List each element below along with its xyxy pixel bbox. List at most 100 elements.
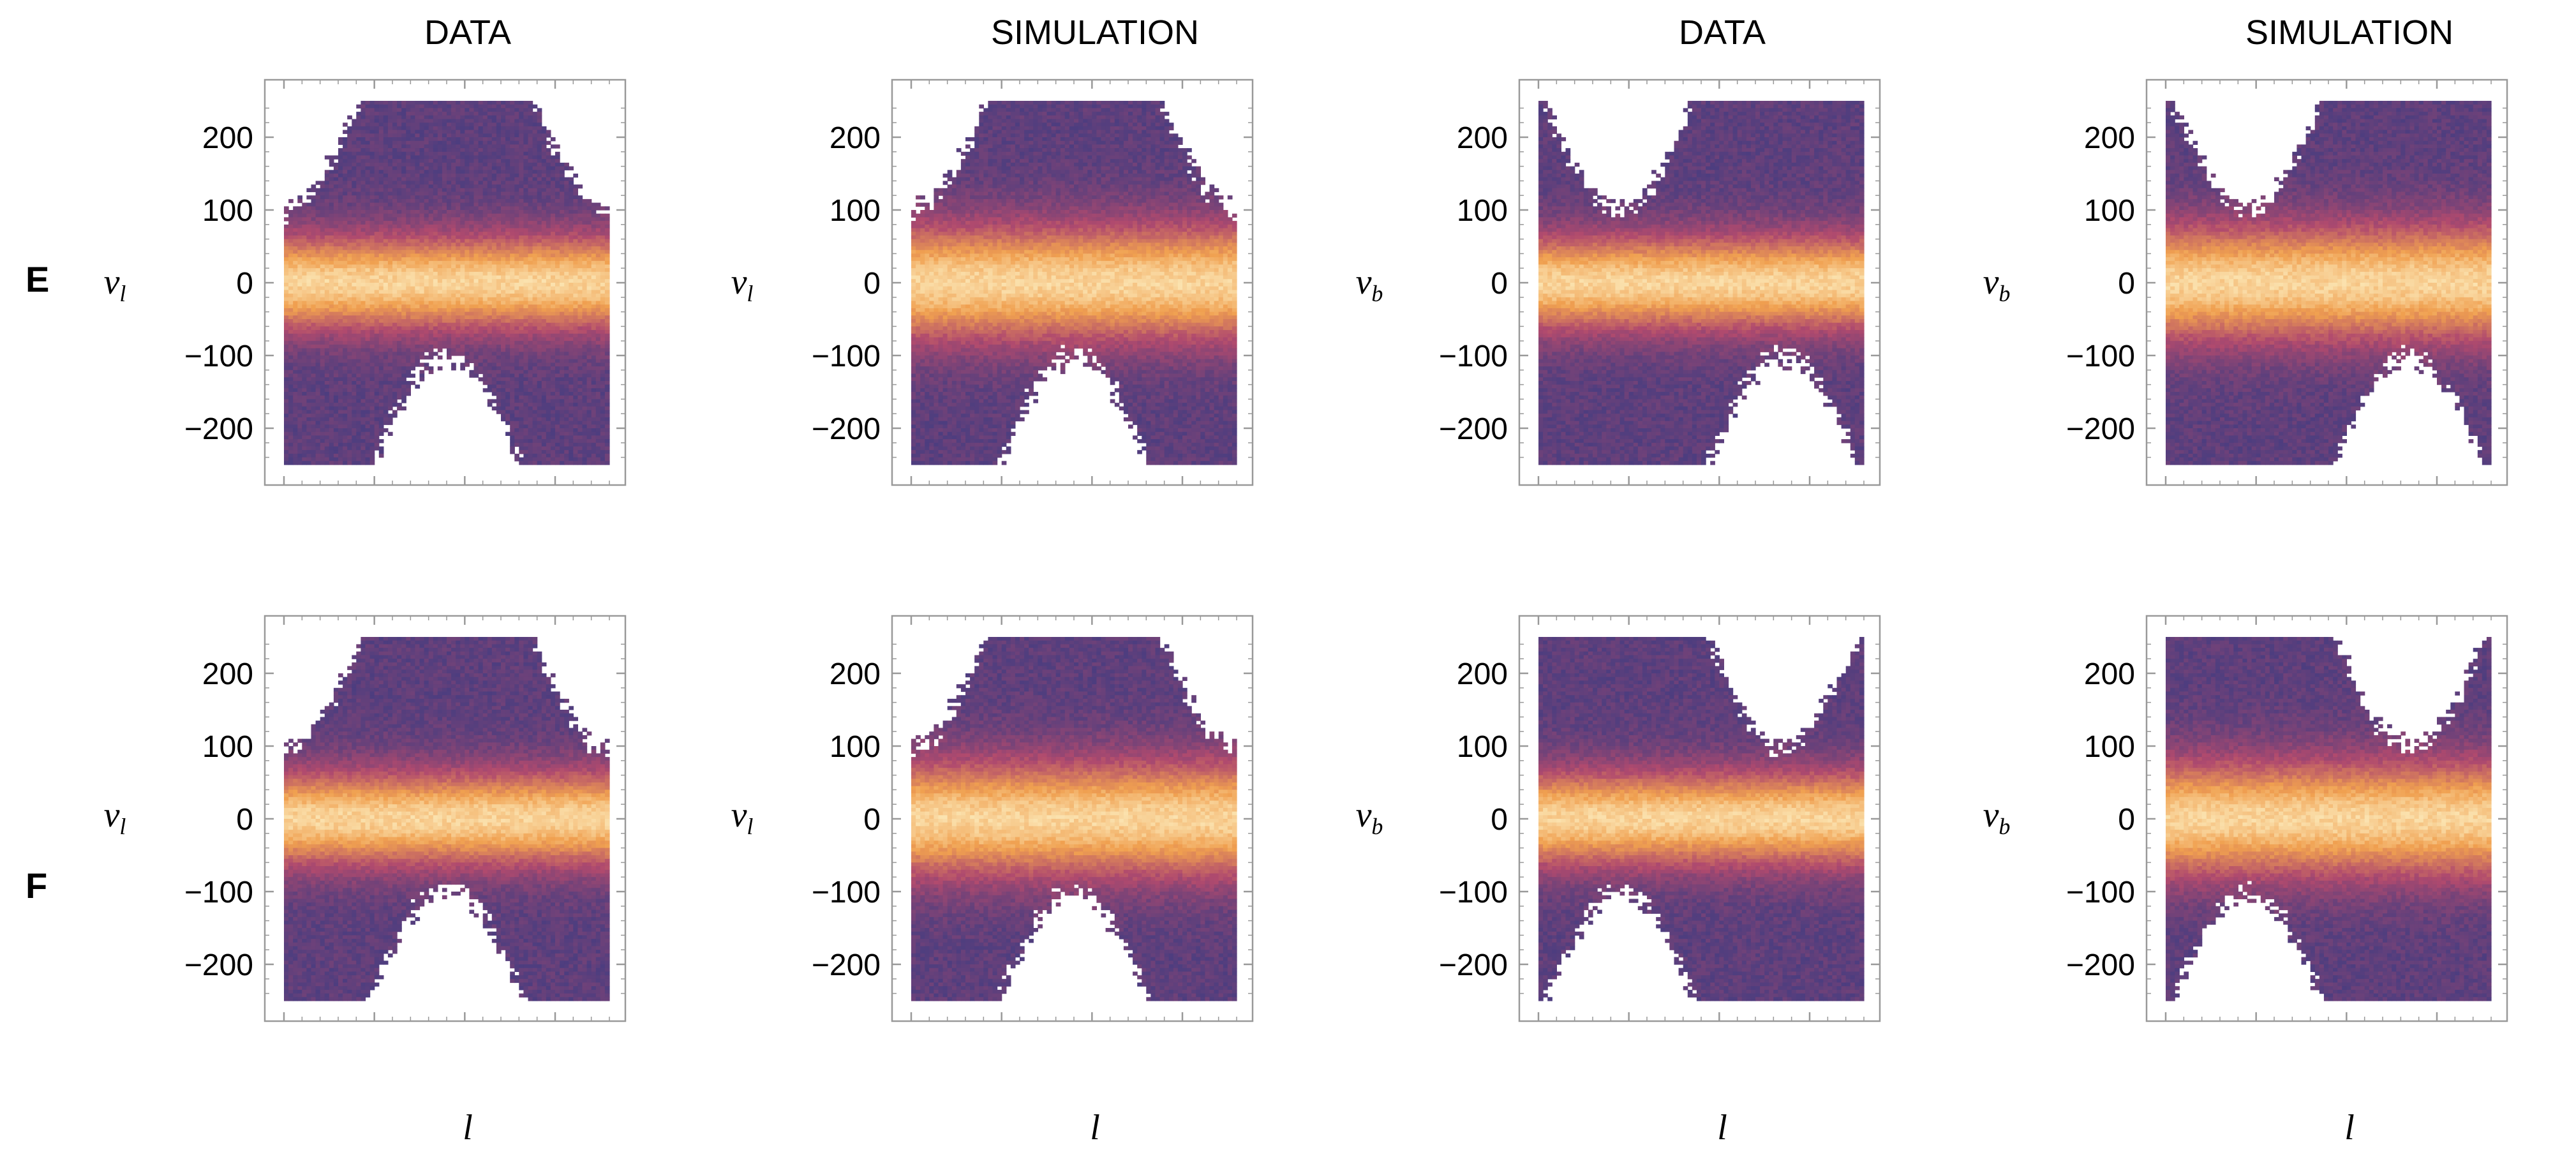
y-axis-label-base: v bbox=[104, 795, 120, 835]
heatmap-cells bbox=[284, 101, 610, 465]
x-tick-label: 300 bbox=[1157, 1036, 1208, 1040]
x-tick-label: 300 bbox=[530, 1036, 581, 1040]
x-axis-label-1: l bbox=[404, 1107, 532, 1148]
y-axis-label-sub: l bbox=[747, 814, 753, 839]
y-axis-label-sub: l bbox=[119, 281, 126, 306]
y-tick-label: −200 bbox=[1439, 948, 1508, 982]
y-tick-label: 100 bbox=[830, 194, 881, 228]
y-tick-label: 100 bbox=[202, 194, 253, 228]
y-tick-label: −100 bbox=[2066, 876, 2135, 909]
y-axis-label-e4: vb bbox=[1977, 262, 2016, 307]
y-tick-label: 0 bbox=[1491, 267, 1508, 301]
heatmap-panel-e-1: 0 100 200 300 −200 −100 0 100 200 bbox=[184, 79, 627, 504]
y-axis-label-sub: b bbox=[1999, 281, 2010, 306]
y-tick-label: 200 bbox=[830, 657, 881, 691]
y-tick-label: 0 bbox=[863, 803, 881, 837]
x-tick-label: 0 bbox=[2157, 500, 2175, 504]
y-axis-label-sub: l bbox=[747, 281, 753, 306]
x-tick-label: 200 bbox=[439, 500, 490, 504]
y-tick-label: −100 bbox=[812, 340, 881, 373]
column-title-3: DATA bbox=[1518, 13, 1926, 52]
y-axis-label-f1: vl bbox=[96, 795, 134, 840]
y-tick-label: −200 bbox=[184, 412, 253, 446]
y-axis-label-sub: l bbox=[119, 814, 126, 839]
y-axis-label-sub: b bbox=[1999, 814, 2010, 839]
y-tick-label: 0 bbox=[863, 267, 881, 301]
y-axis-label-base: v bbox=[731, 795, 747, 835]
row-label-e: E bbox=[26, 258, 49, 300]
x-tick-label: 0 bbox=[1530, 500, 1547, 504]
x-tick-label: 100 bbox=[349, 500, 400, 504]
y-tick-label: 0 bbox=[236, 267, 253, 301]
x-tick-label: 100 bbox=[976, 1036, 1027, 1040]
heatmap-panel-e-3: 0 100 200 300 −200 −100 0 100 200 bbox=[1439, 79, 1881, 504]
x-tick-label: 300 bbox=[1784, 500, 1835, 504]
y-axis-label-e3: vb bbox=[1350, 262, 1389, 307]
y-tick-label: −200 bbox=[2066, 412, 2135, 446]
x-tick-label: 0 bbox=[276, 1036, 293, 1040]
y-tick-label: 100 bbox=[2084, 730, 2135, 764]
y-tick-label: −100 bbox=[184, 340, 253, 373]
heatmap-panel-f-1: 0 100 200 300 −200 −100 0 100 200 bbox=[184, 615, 627, 1040]
y-tick-label: 0 bbox=[2118, 267, 2135, 301]
x-tick-label: 200 bbox=[1066, 500, 1117, 504]
x-tick-label: 200 bbox=[1694, 1036, 1745, 1040]
x-tick-label: 300 bbox=[1784, 1036, 1835, 1040]
x-tick-label: 100 bbox=[2231, 500, 2282, 504]
y-tick-label: −200 bbox=[2066, 948, 2135, 982]
heatmap-cells bbox=[911, 637, 1237, 1001]
y-axis-label-sub: b bbox=[1371, 281, 1383, 306]
x-tick-label: 200 bbox=[2321, 1036, 2372, 1040]
x-tick-label: 100 bbox=[349, 1036, 400, 1040]
x-tick-label: 100 bbox=[976, 500, 1027, 504]
column-title-1: DATA bbox=[264, 13, 672, 52]
heatmap-panel-e-4: 0 100 200 300 −200 −100 0 100 200 bbox=[2066, 79, 2508, 504]
y-tick-label: −100 bbox=[184, 876, 253, 909]
y-tick-label: 100 bbox=[1457, 194, 1508, 228]
x-tick-label: 100 bbox=[2231, 1036, 2282, 1040]
x-tick-label: 0 bbox=[903, 500, 920, 504]
y-axis-label-f4: vb bbox=[1977, 795, 2016, 840]
row-label-f: F bbox=[26, 865, 47, 906]
x-tick-label: 200 bbox=[1694, 500, 1745, 504]
y-tick-label: 200 bbox=[830, 121, 881, 155]
y-tick-label: −100 bbox=[1439, 876, 1508, 909]
y-axis-label-base: v bbox=[1983, 795, 1999, 835]
y-axis-label-base: v bbox=[1356, 262, 1372, 302]
x-tick-label: 300 bbox=[1157, 500, 1208, 504]
x-tick-label: 0 bbox=[1530, 1036, 1547, 1040]
y-tick-label: 200 bbox=[2084, 121, 2135, 155]
heatmap-cells bbox=[1538, 637, 1865, 1001]
y-tick-label: 100 bbox=[1457, 730, 1508, 764]
y-tick-label: 100 bbox=[2084, 194, 2135, 228]
y-tick-label: −100 bbox=[1439, 340, 1508, 373]
heatmap-panel-f-3: 0 100 200 300 −200 −100 0 100 200 bbox=[1439, 615, 1881, 1040]
y-tick-label: 0 bbox=[1491, 803, 1508, 837]
y-tick-label: −200 bbox=[1439, 412, 1508, 446]
y-tick-label: −100 bbox=[812, 876, 881, 909]
x-tick-label: 100 bbox=[1604, 1036, 1655, 1040]
y-tick-label: 100 bbox=[202, 730, 253, 764]
x-axis-label-4: l bbox=[2286, 1107, 2413, 1148]
x-tick-label: 300 bbox=[2411, 500, 2462, 504]
y-axis-label-e2: vl bbox=[723, 262, 761, 307]
y-tick-label: −100 bbox=[2066, 340, 2135, 373]
heatmap-panel-f-4: 0 100 200 300 −200 −100 0 100 200 bbox=[2066, 615, 2508, 1040]
column-title-2: SIMULATION bbox=[891, 13, 1299, 52]
x-tick-label: 0 bbox=[903, 1036, 920, 1040]
x-tick-label: 100 bbox=[1604, 500, 1655, 504]
x-tick-label: 0 bbox=[276, 500, 293, 504]
x-tick-label: 0 bbox=[2157, 1036, 2175, 1040]
y-tick-label: 0 bbox=[236, 803, 253, 837]
heatmap-cells bbox=[284, 637, 610, 1001]
x-axis-label-2: l bbox=[1031, 1107, 1159, 1148]
y-axis-label-f3: vb bbox=[1350, 795, 1389, 840]
heatmap-panel-f-2: 0 100 200 300 −200 −100 0 100 200 bbox=[812, 615, 1254, 1040]
x-tick-label: 200 bbox=[1066, 1036, 1117, 1040]
y-axis-label-base: v bbox=[1983, 262, 1999, 302]
x-tick-label: 300 bbox=[530, 500, 581, 504]
y-axis-label-f2: vl bbox=[723, 795, 761, 840]
heatmap-cells bbox=[911, 101, 1237, 465]
heatmap-cells bbox=[1538, 101, 1865, 465]
